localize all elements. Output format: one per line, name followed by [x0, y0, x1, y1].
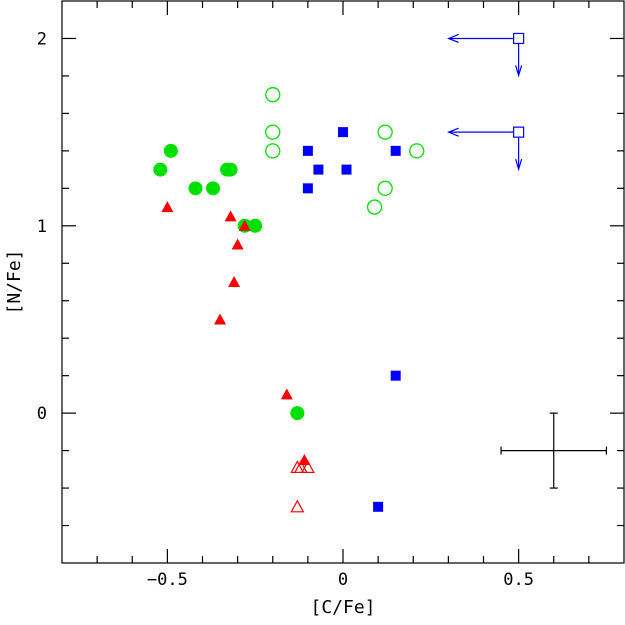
limit-arrowhead-down [515, 65, 523, 78]
open-circle-point [265, 143, 281, 159]
y-axis-label: [N/Fe] [4, 249, 25, 314]
filled-circle-point [206, 181, 221, 196]
filled-circle-point [153, 162, 168, 177]
y-tick-label: 1 [37, 217, 47, 237]
filled-square-point [313, 164, 324, 175]
filled-circle-point [188, 181, 203, 196]
open-square-point [513, 32, 525, 45]
open-triangle-point [290, 499, 305, 513]
limit-arrowhead-down [515, 158, 523, 172]
open-circle-point [377, 180, 393, 196]
x-tick-label: −0.5 [147, 570, 188, 590]
filled-triangle-point [214, 313, 227, 325]
x-tick-label: 0 [338, 570, 348, 590]
filled-square-point [302, 145, 313, 156]
open-circle-point [377, 124, 393, 140]
filled-square-point [338, 127, 348, 138]
y-tick-label: 0 [37, 404, 47, 424]
open-square-point [513, 126, 525, 138]
filled-triangle-point [231, 238, 244, 250]
open-triangle-point [300, 460, 315, 474]
filled-triangle-point [238, 219, 251, 231]
plot-frame [61, 0, 625, 564]
tick-labels: −0.5 0 0.5 0 1 2 [37, 29, 534, 590]
filled-triangle-point [228, 276, 241, 287]
filled-triangle-point [224, 210, 237, 222]
filled-circle-point [223, 162, 238, 177]
filled-square-point [390, 145, 401, 156]
filled-square-point [373, 501, 384, 512]
y-tick-label: 2 [37, 29, 47, 49]
open-circle-point [265, 87, 281, 103]
filled-circle-point [248, 218, 263, 233]
open-circle-point [409, 143, 425, 159]
limit-arrowhead-left [447, 33, 459, 44]
open-circle-point [265, 124, 281, 140]
filled-circle-point [290, 406, 305, 421]
open-circle-point [366, 199, 383, 215]
filled-square-point [302, 183, 313, 194]
open-triangle-point [293, 460, 308, 474]
x-axis-label: [C/Fe] [310, 597, 375, 618]
x-tick-label: 0.5 [503, 570, 534, 590]
filled-square-point [390, 370, 401, 381]
limit-arrowhead-left [447, 127, 459, 137]
filled-triangle-point [280, 388, 293, 400]
data-marks [153, 32, 608, 513]
filled-triangle-point [161, 201, 174, 213]
filled-circle-point [163, 143, 178, 158]
filled-square-point [341, 164, 352, 175]
axis-ticks [62, 1, 624, 563]
